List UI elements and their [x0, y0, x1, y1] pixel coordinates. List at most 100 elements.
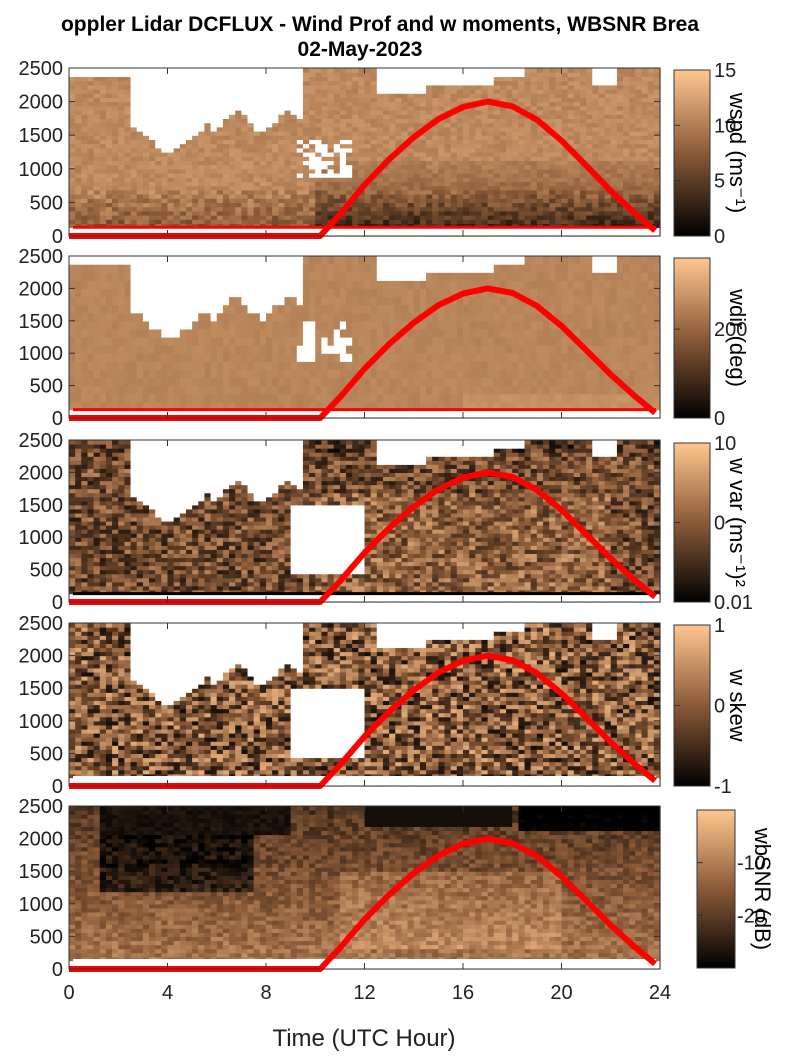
- heatmap-cell: [235, 280, 242, 289]
- heatmap-cell: [555, 106, 562, 111]
- heatmap-cell: [198, 305, 205, 314]
- heatmap-cell: [260, 353, 267, 362]
- heatmap-cell: [284, 219, 291, 224]
- heatmap-cell: [408, 156, 415, 161]
- heatmap-cell: [180, 85, 187, 90]
- heatmap-cell: [118, 329, 125, 338]
- heatmap-cell: [155, 68, 162, 73]
- heatmap-cell: [383, 394, 390, 403]
- heatmap-cell: [192, 165, 199, 170]
- heatmap-cell: [365, 114, 372, 119]
- heatmap-cell: [161, 361, 168, 370]
- heatmap-cell: [192, 181, 199, 186]
- heatmap-cell: [106, 127, 113, 132]
- heatmap-cell: [611, 215, 618, 220]
- heatmap-cell: [648, 194, 655, 199]
- heatmap-cell: [94, 139, 101, 144]
- heatmap-cell: [592, 148, 599, 153]
- heatmap-cell: [334, 139, 341, 144]
- heatmap-cell: [124, 369, 131, 378]
- heatmap-cell: [303, 81, 310, 86]
- heatmap-cell: [512, 81, 519, 86]
- heatmap-cell: [180, 169, 187, 174]
- heatmap-cell: [198, 211, 205, 216]
- heatmap-cell: [260, 181, 267, 186]
- heatmap-cell: [445, 207, 452, 212]
- heatmap-cell: [395, 93, 402, 98]
- heatmap-cell: [549, 219, 556, 224]
- heatmap-cell: [248, 85, 255, 90]
- heatmap-cell: [87, 186, 94, 191]
- heatmap-cell: [297, 110, 304, 115]
- heatmap-cell: [334, 131, 341, 136]
- heatmap-cell: [525, 215, 532, 220]
- heatmap-cell: [525, 152, 532, 157]
- heatmap-cell: [229, 68, 236, 73]
- heatmap-cell: [475, 156, 482, 161]
- heatmap-cell: [143, 72, 150, 77]
- heatmap-cell: [211, 89, 218, 94]
- heatmap-cell: [383, 72, 390, 77]
- heatmap-cell: [272, 361, 279, 370]
- heatmap-cell: [94, 305, 101, 314]
- heatmap-cell: [303, 131, 310, 136]
- heatmap-cell: [543, 190, 550, 195]
- heatmap-cell: [537, 131, 544, 136]
- heatmap-cell: [420, 198, 427, 203]
- heatmap-cell: [512, 173, 519, 178]
- heatmap-cell: [605, 93, 612, 98]
- heatmap-cell: [321, 106, 328, 111]
- heatmap-cell: [198, 378, 205, 387]
- heatmap-cell: [500, 118, 507, 123]
- heatmap-cell: [642, 93, 649, 98]
- heatmap-cell: [186, 160, 193, 165]
- heatmap-cell: [451, 144, 458, 149]
- heatmap-cell: [457, 131, 464, 136]
- heatmap-cell: [94, 297, 101, 306]
- heatmap-cell: [506, 156, 513, 161]
- heatmap-cell: [463, 97, 470, 102]
- heatmap-cell: [174, 386, 181, 395]
- heatmap-cell: [297, 305, 304, 314]
- heatmap-cell: [414, 102, 421, 107]
- heatmap-cell: [352, 114, 359, 119]
- heatmap-cell: [81, 156, 88, 161]
- heatmap-cell: [506, 72, 513, 77]
- heatmap-cell: [229, 102, 236, 107]
- heatmap-cell: [235, 202, 242, 207]
- heatmap-cell: [321, 353, 328, 362]
- heatmap-cell: [149, 361, 156, 370]
- heatmap-cell: [174, 369, 181, 378]
- heatmap-cell: [377, 156, 384, 161]
- heatmap-cell: [328, 144, 335, 149]
- heatmap-cell: [186, 297, 193, 306]
- heatmap-cell: [100, 81, 107, 86]
- heatmap-cell: [106, 181, 113, 186]
- heatmap-cell: [211, 280, 218, 289]
- heatmap-cell: [531, 127, 538, 132]
- y-tick-label: 2500: [19, 58, 64, 80]
- heatmap-cell: [543, 219, 550, 224]
- heatmap-cell: [254, 369, 261, 378]
- heatmap-cell: [284, 173, 291, 178]
- heatmap-cell: [623, 81, 630, 86]
- heatmap-cell: [272, 202, 279, 207]
- heatmap-cell: [254, 337, 261, 346]
- heatmap-cell: [180, 194, 187, 199]
- heatmap-cell: [278, 369, 285, 378]
- heatmap-cell: [248, 288, 255, 297]
- heatmap-cell: [549, 81, 556, 86]
- heatmap-cell: [149, 194, 156, 199]
- heatmap-cell: [605, 110, 612, 115]
- heatmap-cell: [291, 297, 298, 306]
- heatmap-cell: [204, 110, 211, 115]
- heatmap-cell: [408, 181, 415, 186]
- heatmap-cell: [124, 102, 131, 107]
- heatmap-cell: [303, 288, 310, 297]
- heatmap-cell: [506, 68, 513, 73]
- heatmap-cell: [518, 72, 525, 77]
- heatmap-cell: [137, 114, 144, 119]
- heatmap-cell: [371, 190, 378, 195]
- heatmap-cell: [229, 118, 236, 123]
- heatmap-cell: [81, 186, 88, 191]
